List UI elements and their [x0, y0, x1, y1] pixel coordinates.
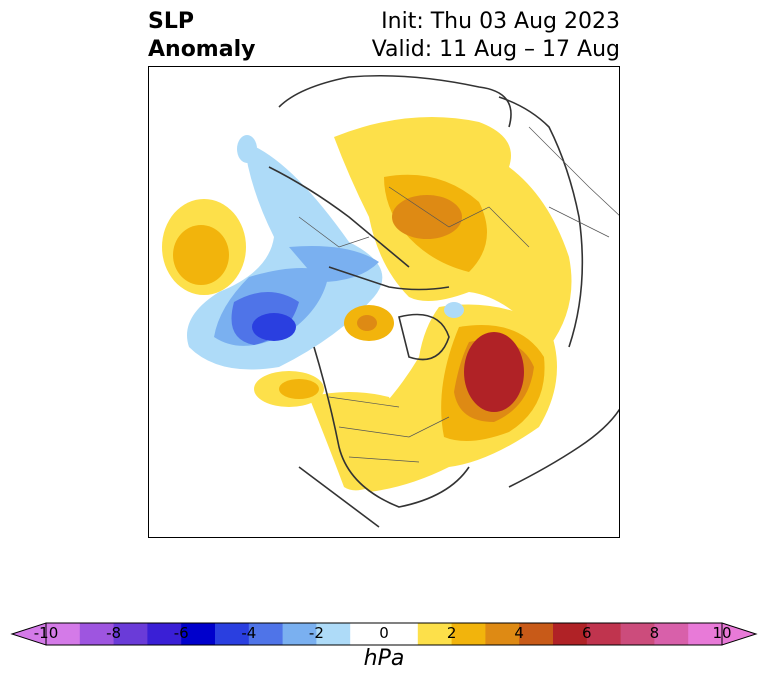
colorbar-cell [282, 623, 317, 645]
colorbar-cell [147, 623, 182, 645]
colorbar-tick-label: 8 [649, 624, 660, 642]
init-date: Init: Thu 03 Aug 2023 [381, 9, 620, 34]
colorbar-tick-label: -4 [241, 624, 257, 642]
colorbar-cell [519, 623, 554, 645]
colorbar-tick-label: -8 [106, 624, 122, 642]
colorbar-unit: hPa [363, 646, 405, 671]
colorbar-tick-label: 0 [379, 624, 389, 642]
colorbar-cell [384, 623, 419, 645]
title-line-variable: SLP [148, 9, 194, 34]
colorbar-tick-label: 6 [582, 624, 592, 642]
map-title: SLP Anomaly [148, 8, 255, 64]
colorbar [10, 622, 758, 646]
title-line-anomaly: Anomaly [148, 37, 256, 62]
anomaly-fill [162, 117, 572, 492]
map-dates: Init: Thu 03 Aug 2023 Valid: 11 Aug – 17… [372, 8, 620, 64]
colorbar-cell [654, 623, 689, 645]
map-panel [148, 66, 620, 538]
coastlines [268, 74, 619, 528]
colorbar-cell [181, 623, 216, 645]
colorbar-tick-label: 2 [446, 624, 457, 642]
colorbar-cell [417, 623, 453, 645]
colorbar-cell [451, 623, 486, 645]
colorbar-cell [553, 623, 588, 645]
colorbar-outline [45, 622, 723, 646]
colorbar-tick-label: -2 [308, 624, 324, 642]
colorbar-tick-label: -6 [173, 624, 189, 642]
map-canvas [162, 74, 619, 528]
colorbar-cell [586, 623, 622, 645]
colorbar-cell [350, 623, 385, 645]
colorbar-cell [248, 623, 284, 645]
valid-range: Valid: 11 Aug – 17 Aug [371, 37, 620, 62]
colorbar-cell [316, 623, 351, 645]
colorbar-cell [620, 623, 655, 645]
colorbar-cell [688, 623, 723, 645]
colorbar-tick-label: -10 [33, 624, 59, 642]
colorbar-cell [113, 623, 148, 645]
colorbar-cell [46, 623, 81, 645]
colorbar-tick-label: 10 [712, 624, 732, 642]
colorbar-cell [485, 623, 520, 645]
political-borders [298, 126, 619, 463]
colorbar-cell [215, 623, 250, 645]
colorbar-cell [79, 623, 115, 645]
colorbar-tick-label: 4 [514, 624, 524, 642]
